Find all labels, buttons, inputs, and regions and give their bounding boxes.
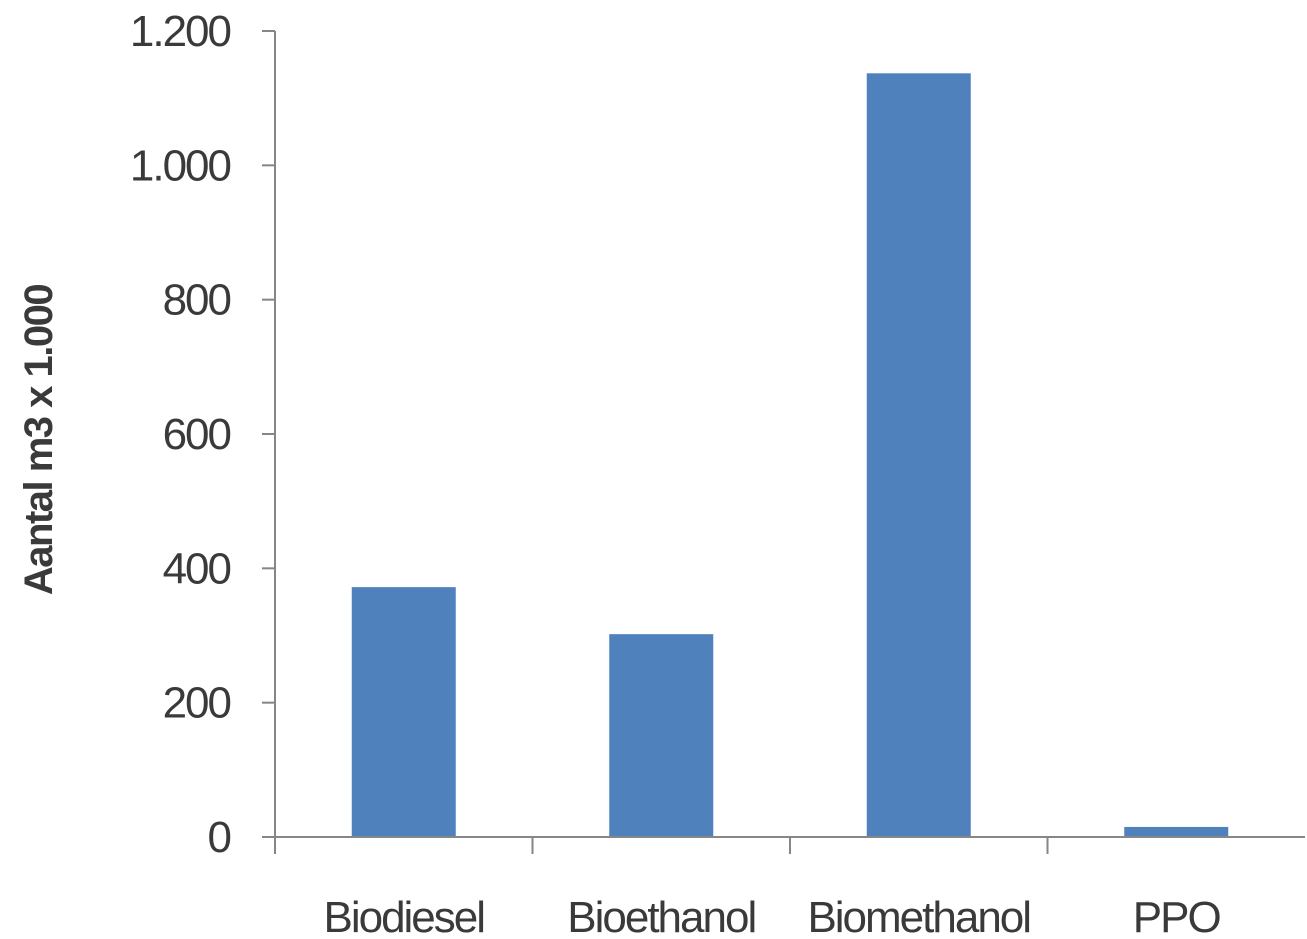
y-axis-title: Aantal m3 x 1.000 <box>17 285 61 595</box>
x-tick-label: PPO <box>1133 893 1221 939</box>
y-tick-label: 200 <box>163 679 231 728</box>
y-ticks: 0 200 400 600 800 1.000 1.200 <box>130 7 275 862</box>
x-tick-label: Biodiesel <box>323 893 484 939</box>
y-tick-label: 1.200 <box>130 7 231 56</box>
bar-ppo <box>1124 826 1229 837</box>
bar-bioethanol <box>609 634 714 837</box>
bar-biodiesel <box>351 587 456 837</box>
y-tick-label: 0 <box>208 813 231 862</box>
bars-layer <box>351 73 1229 837</box>
x-tick-label: Biomethanol <box>807 893 1030 939</box>
x-tick-label: Bioethanol <box>567 893 755 939</box>
y-tick-label: 400 <box>163 544 231 593</box>
y-tick-label: 1.000 <box>130 141 231 190</box>
y-tick-label: 800 <box>163 276 231 325</box>
x-ticks: Biodiesel Bioethanol Biomethanol PPO <box>274 837 1222 939</box>
y-tick-label: 600 <box>163 410 231 459</box>
bar-biomethanol <box>866 73 971 837</box>
